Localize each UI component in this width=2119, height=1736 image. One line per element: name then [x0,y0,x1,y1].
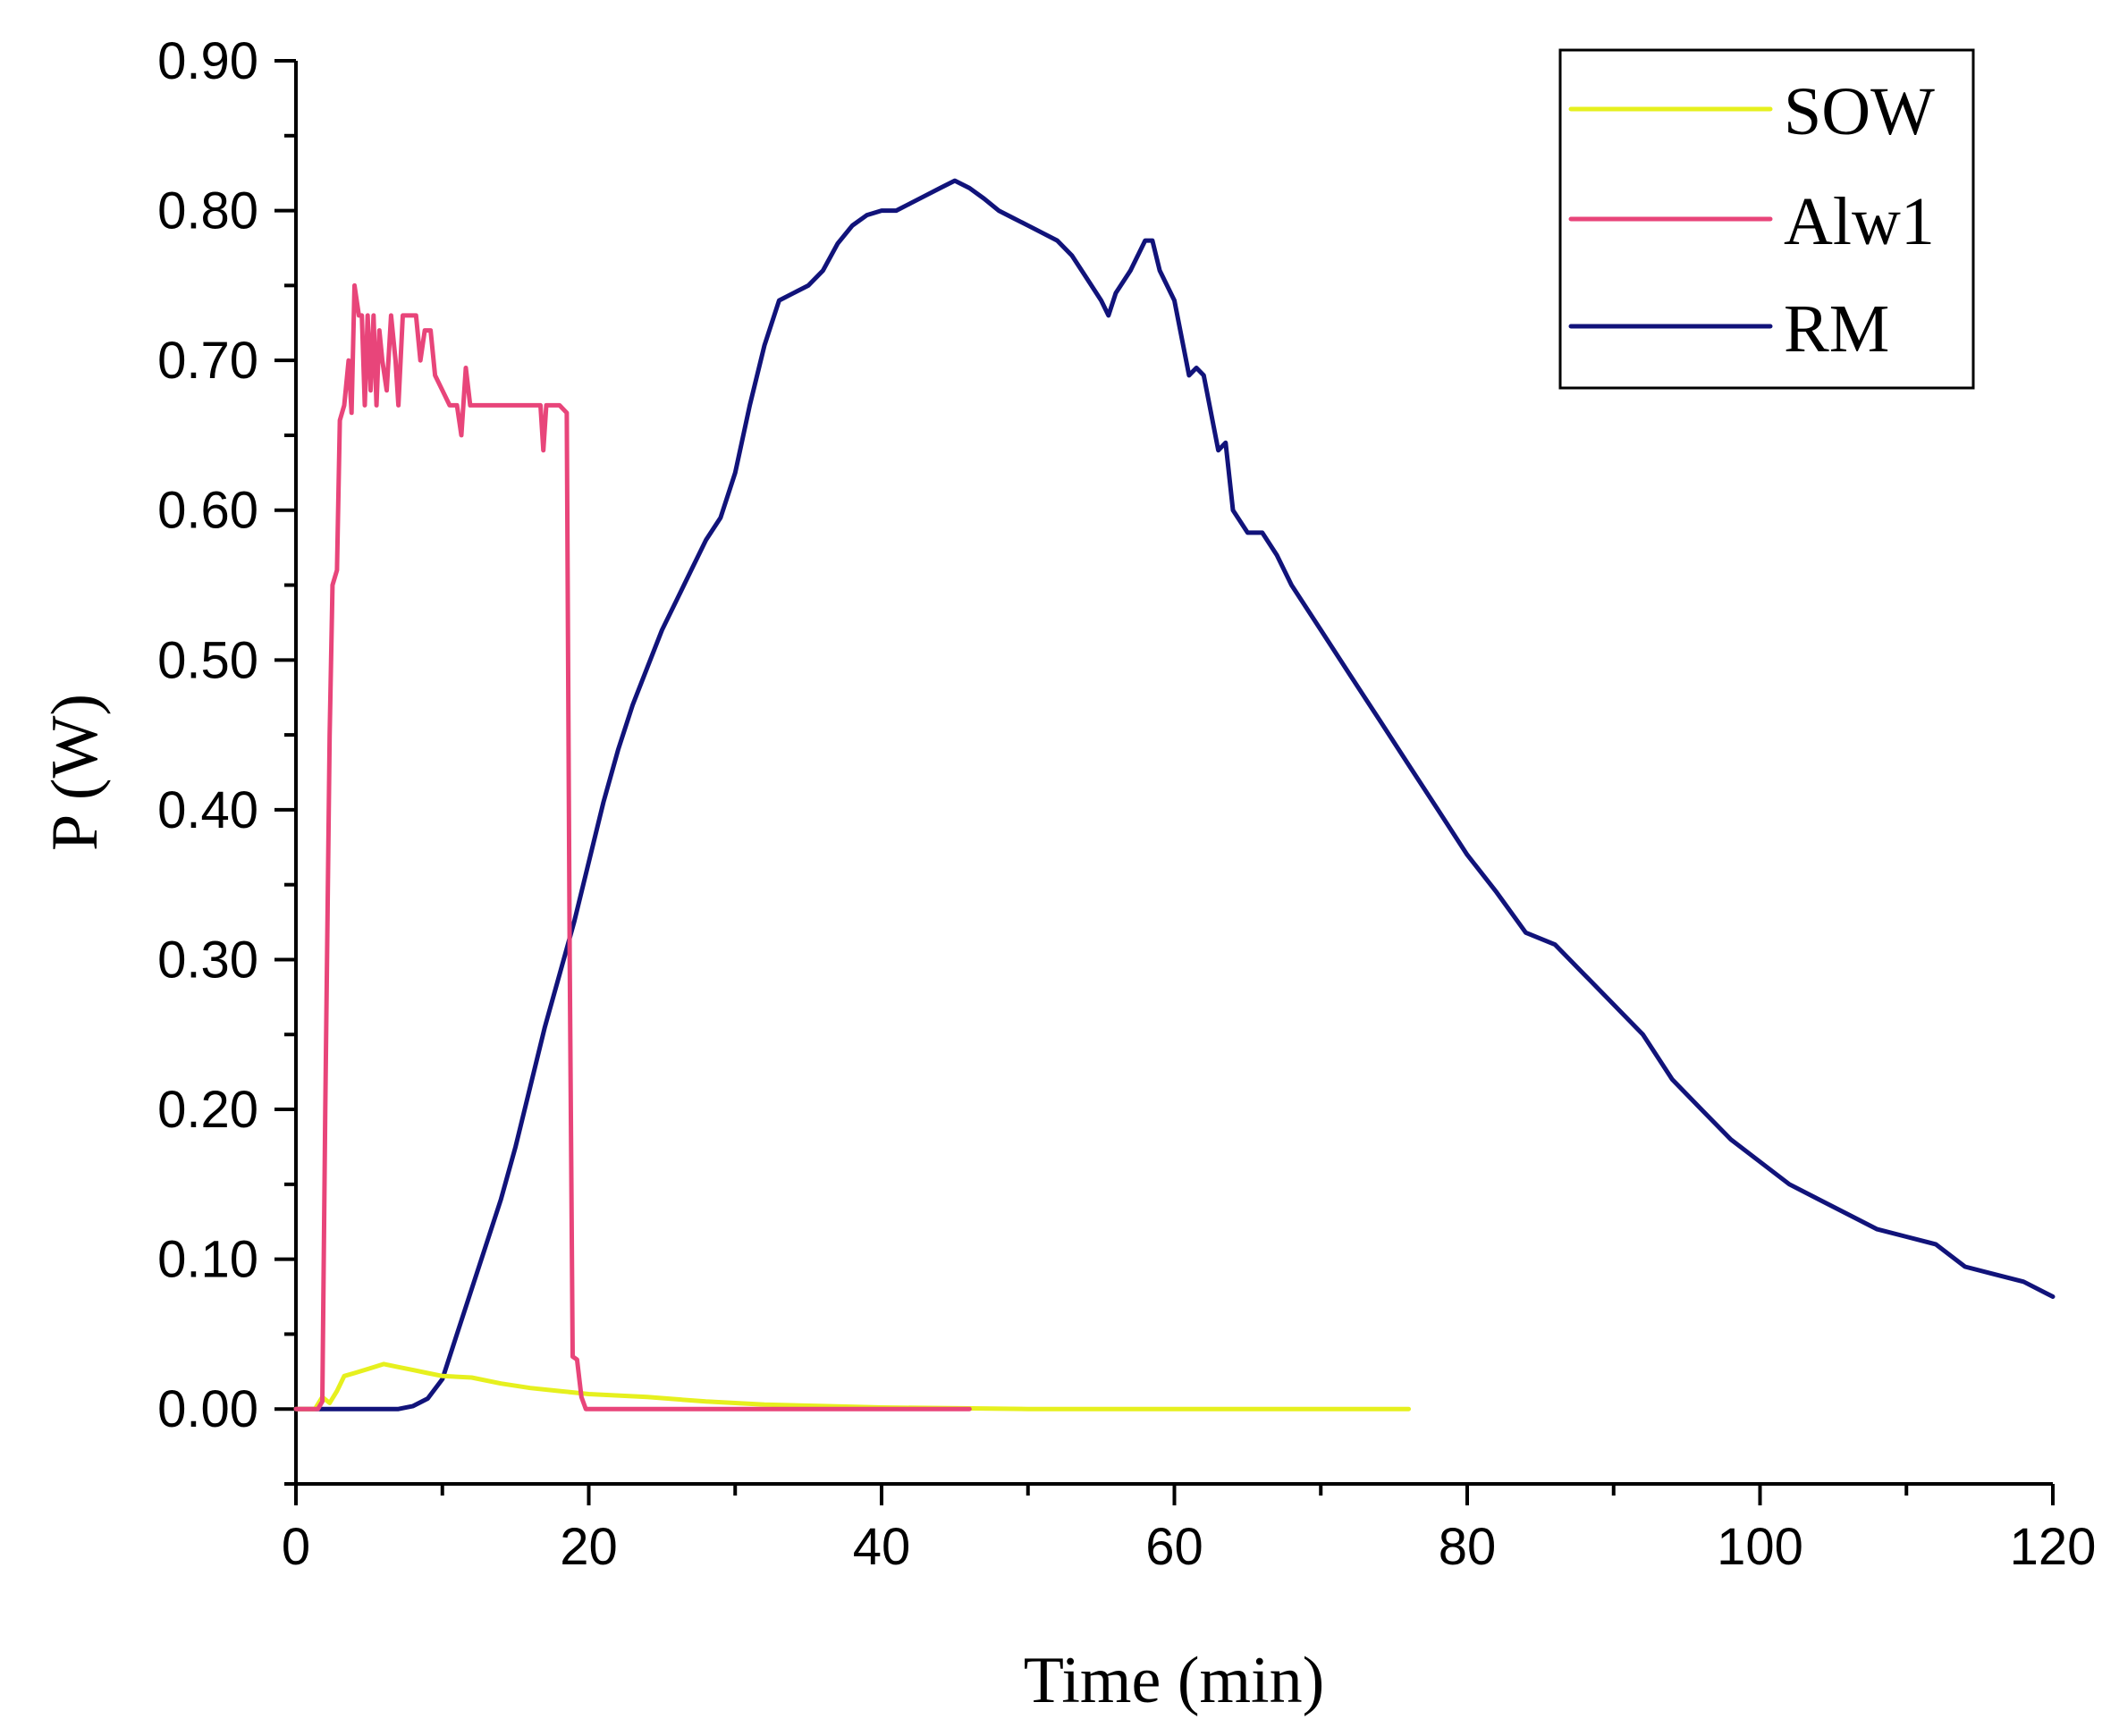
legend: SOW Alw1 RM [1558,48,1975,390]
x-tick-label: 20 [560,1518,618,1576]
tick-labels: 0 20 40 60 80 100 120 0.00 0.10 0.20 0.30 0.40 0.50 0… [157,32,2096,1576]
y-tick-label: 0.50 [157,631,258,689]
legend-label-alw1: Alw1 [1784,184,1935,259]
y-tick-label: 0.80 [157,182,258,240]
y-tick-label: 0.00 [157,1380,258,1438]
x-tick-label: 40 [853,1518,911,1576]
y-tick-label: 0.10 [157,1231,258,1289]
series-line-rm [293,178,2056,1412]
x-axis-title: Time (min) [1024,1644,1324,1717]
x-tick-label: 100 [1717,1518,1803,1576]
y-tick-label: 0.90 [157,32,258,90]
x-tick-label: 80 [1439,1518,1497,1576]
x-tick-label: 120 [2010,1518,2097,1576]
series-group [293,178,2056,1412]
y-tick-label: 0.40 [157,781,258,839]
series-line-alw1 [293,282,972,1412]
series-line-sow [293,1361,1411,1412]
ticks [274,59,2055,1505]
legend-label-sow: SOW [1784,74,1935,149]
y-tick-label: 0.30 [157,931,258,989]
x-tick-label: 0 [282,1518,310,1576]
y-axis-title: P (W) [38,694,112,851]
x-tick-label: 60 [1145,1518,1203,1576]
y-tick-label: 0.20 [157,1081,258,1139]
y-tick-label: 0.70 [157,332,258,390]
legend-label-rm: RM [1784,291,1889,367]
y-tick-label: 0.60 [157,482,258,540]
